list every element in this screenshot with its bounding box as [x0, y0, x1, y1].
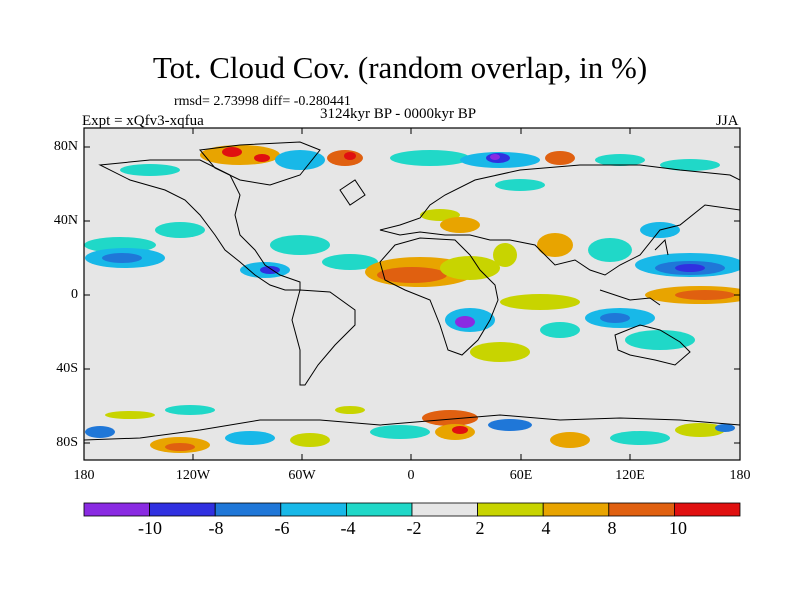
colorbar-swatch [83, 502, 150, 517]
lon-label-60w: 60W [288, 468, 316, 483]
lon-label-120e: 120E [615, 468, 645, 483]
colorbar-label: -6 [274, 518, 290, 538]
lat-label-80n: 80N [53, 139, 78, 154]
colorbar-label: 10 [669, 518, 687, 538]
lon-label-60e: 60E [509, 468, 533, 483]
lat-label-80s: 80S [56, 435, 78, 450]
colorbar-swatch [608, 502, 675, 517]
experiment-label: Expt = xQfv3-xqfua [82, 113, 204, 129]
colorbar-label: -8 [208, 518, 224, 538]
colorbar-swatch [214, 502, 282, 517]
lat-label-40n: 40N [53, 213, 78, 228]
lat-label-40s: 40S [56, 361, 78, 376]
colorbar-label: -2 [406, 518, 422, 538]
map-plot-area [84, 128, 740, 460]
lon-label-180e: 180 [729, 468, 751, 483]
colorbar-swatch [411, 502, 478, 517]
colorbar-swatch [477, 502, 544, 517]
lon-label-0: 0 [407, 468, 415, 483]
season-label: JJA [716, 113, 739, 129]
colorbar-swatch [345, 502, 413, 517]
colorbar-swatch [149, 502, 216, 517]
coastlines [84, 141, 740, 441]
map-title: Tot. Cloud Cov. (random overlap, in %) [152, 50, 648, 85]
colorbar-label: -10 [138, 518, 162, 538]
map-background [84, 128, 740, 460]
map-frame [83, 127, 741, 461]
lon-label-120w: 120W [175, 468, 211, 483]
lat-label-0: 0 [71, 287, 78, 302]
lon-label-180w: 180 [73, 468, 95, 483]
colorbar-label: 8 [607, 518, 617, 538]
stats-text: rmsd= 2.73998 diff= -0.280441 [174, 94, 351, 109]
colorbar-label: -4 [340, 518, 356, 538]
colorbar-swatch [542, 502, 610, 517]
colorbar-label: 4 [541, 518, 551, 538]
axis-ticks [84, 128, 740, 460]
colorbar [83, 502, 741, 517]
cloud-anomaly-field [84, 145, 740, 453]
colorbar-swatch [674, 502, 741, 517]
period-text: 3124kyr BP - 0000kyr BP [320, 106, 477, 122]
colorbar-label: 2 [475, 518, 485, 538]
colorbar-swatch [280, 502, 347, 517]
